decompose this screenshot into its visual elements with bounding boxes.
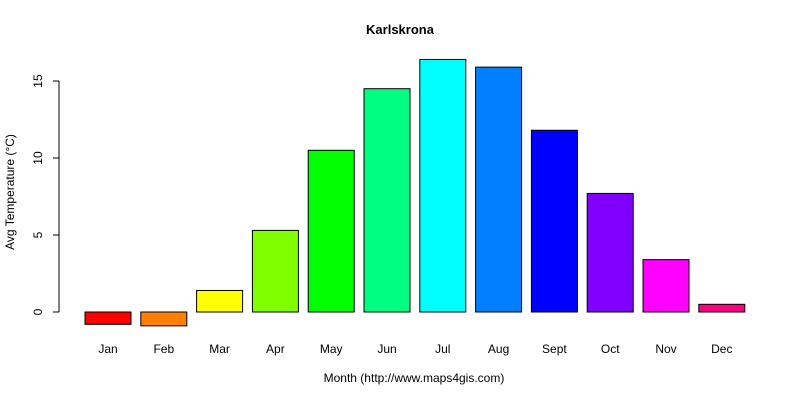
x-axis-label: Month (http://www.maps4gis.com) bbox=[323, 371, 505, 385]
bar-mar bbox=[196, 289, 244, 313]
bars bbox=[84, 58, 746, 327]
x-tick-label: Sept bbox=[542, 342, 567, 356]
bar-nov bbox=[642, 259, 690, 313]
x-tick-label: Jul bbox=[435, 342, 450, 356]
x-tick-label: Apr bbox=[266, 342, 285, 356]
x-tick-label: Jan bbox=[98, 342, 117, 356]
x-tick-label: Mar bbox=[209, 342, 230, 356]
bar-apr bbox=[251, 229, 299, 313]
x-tick-label: Feb bbox=[153, 342, 174, 356]
bar-sept bbox=[530, 129, 578, 313]
bar-may bbox=[307, 149, 355, 313]
bar-jun bbox=[363, 88, 411, 313]
y-tick-label: 15 bbox=[31, 74, 45, 88]
bar-feb bbox=[140, 311, 188, 327]
bar-aug bbox=[475, 66, 523, 313]
bar-dec bbox=[698, 303, 746, 313]
x-tick-label: Dec bbox=[711, 342, 732, 356]
y-tick-label: 0 bbox=[31, 308, 45, 315]
bar-oct bbox=[586, 192, 634, 313]
y-tick-label: 10 bbox=[31, 151, 45, 165]
x-tick-label: Jun bbox=[377, 342, 396, 356]
x-tick-label: Aug bbox=[488, 342, 509, 356]
bar-jul bbox=[419, 58, 467, 313]
y-axis: 0 5 10 15 bbox=[31, 74, 60, 315]
y-tick-label: 5 bbox=[31, 231, 45, 238]
x-tick-label: May bbox=[320, 342, 343, 356]
x-axis-ticks: Jan Feb Mar Apr May Jun Jul Aug Sept Oct Nov Dec bbox=[98, 342, 732, 356]
chart-title: Karlskrona bbox=[366, 22, 434, 37]
x-tick-label: Oct bbox=[601, 342, 620, 356]
bar-jan bbox=[84, 311, 132, 325]
x-tick-label: Nov bbox=[655, 342, 676, 356]
